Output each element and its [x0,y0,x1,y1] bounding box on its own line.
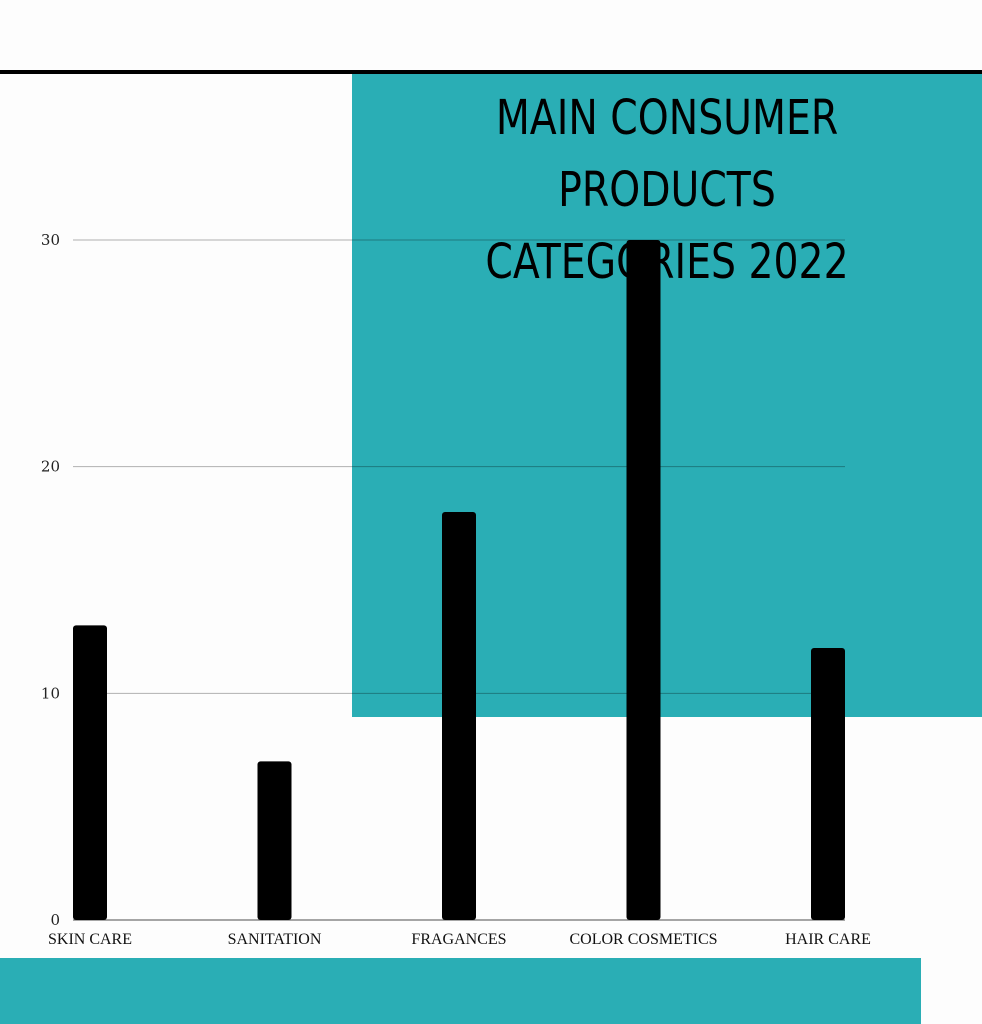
chart-title-line-1: MAIN CONSUMER PRODUCTS [495,90,839,218]
chart-title: MAIN CONSUMER PRODUCTS CATEGORIES 2022 [409,82,926,298]
bar-hair-care [811,648,845,920]
chart-title-line-2: CATEGORIES 2022 [485,234,849,290]
x-tick-label: HAIR CARE [785,931,871,948]
y-tick-label: 0 [50,911,60,929]
bar-skin-care [73,625,107,920]
bar-sanitation [257,761,292,920]
x-tick-label: SKIN CARE [48,931,132,948]
footer-band [0,958,921,1024]
x-tick-label: COLOR COSMETICS [569,931,717,948]
top-rule [0,70,982,74]
y-tick-label: 20 [41,458,60,476]
x-tick-label: SANITATION [228,931,322,948]
y-tick-label: 10 [41,684,60,702]
bar-color-cosmetics [626,240,661,920]
x-tick-label: FRAGANCES [411,931,506,948]
y-tick-label: 30 [41,231,60,249]
bar-fragances [442,512,476,920]
